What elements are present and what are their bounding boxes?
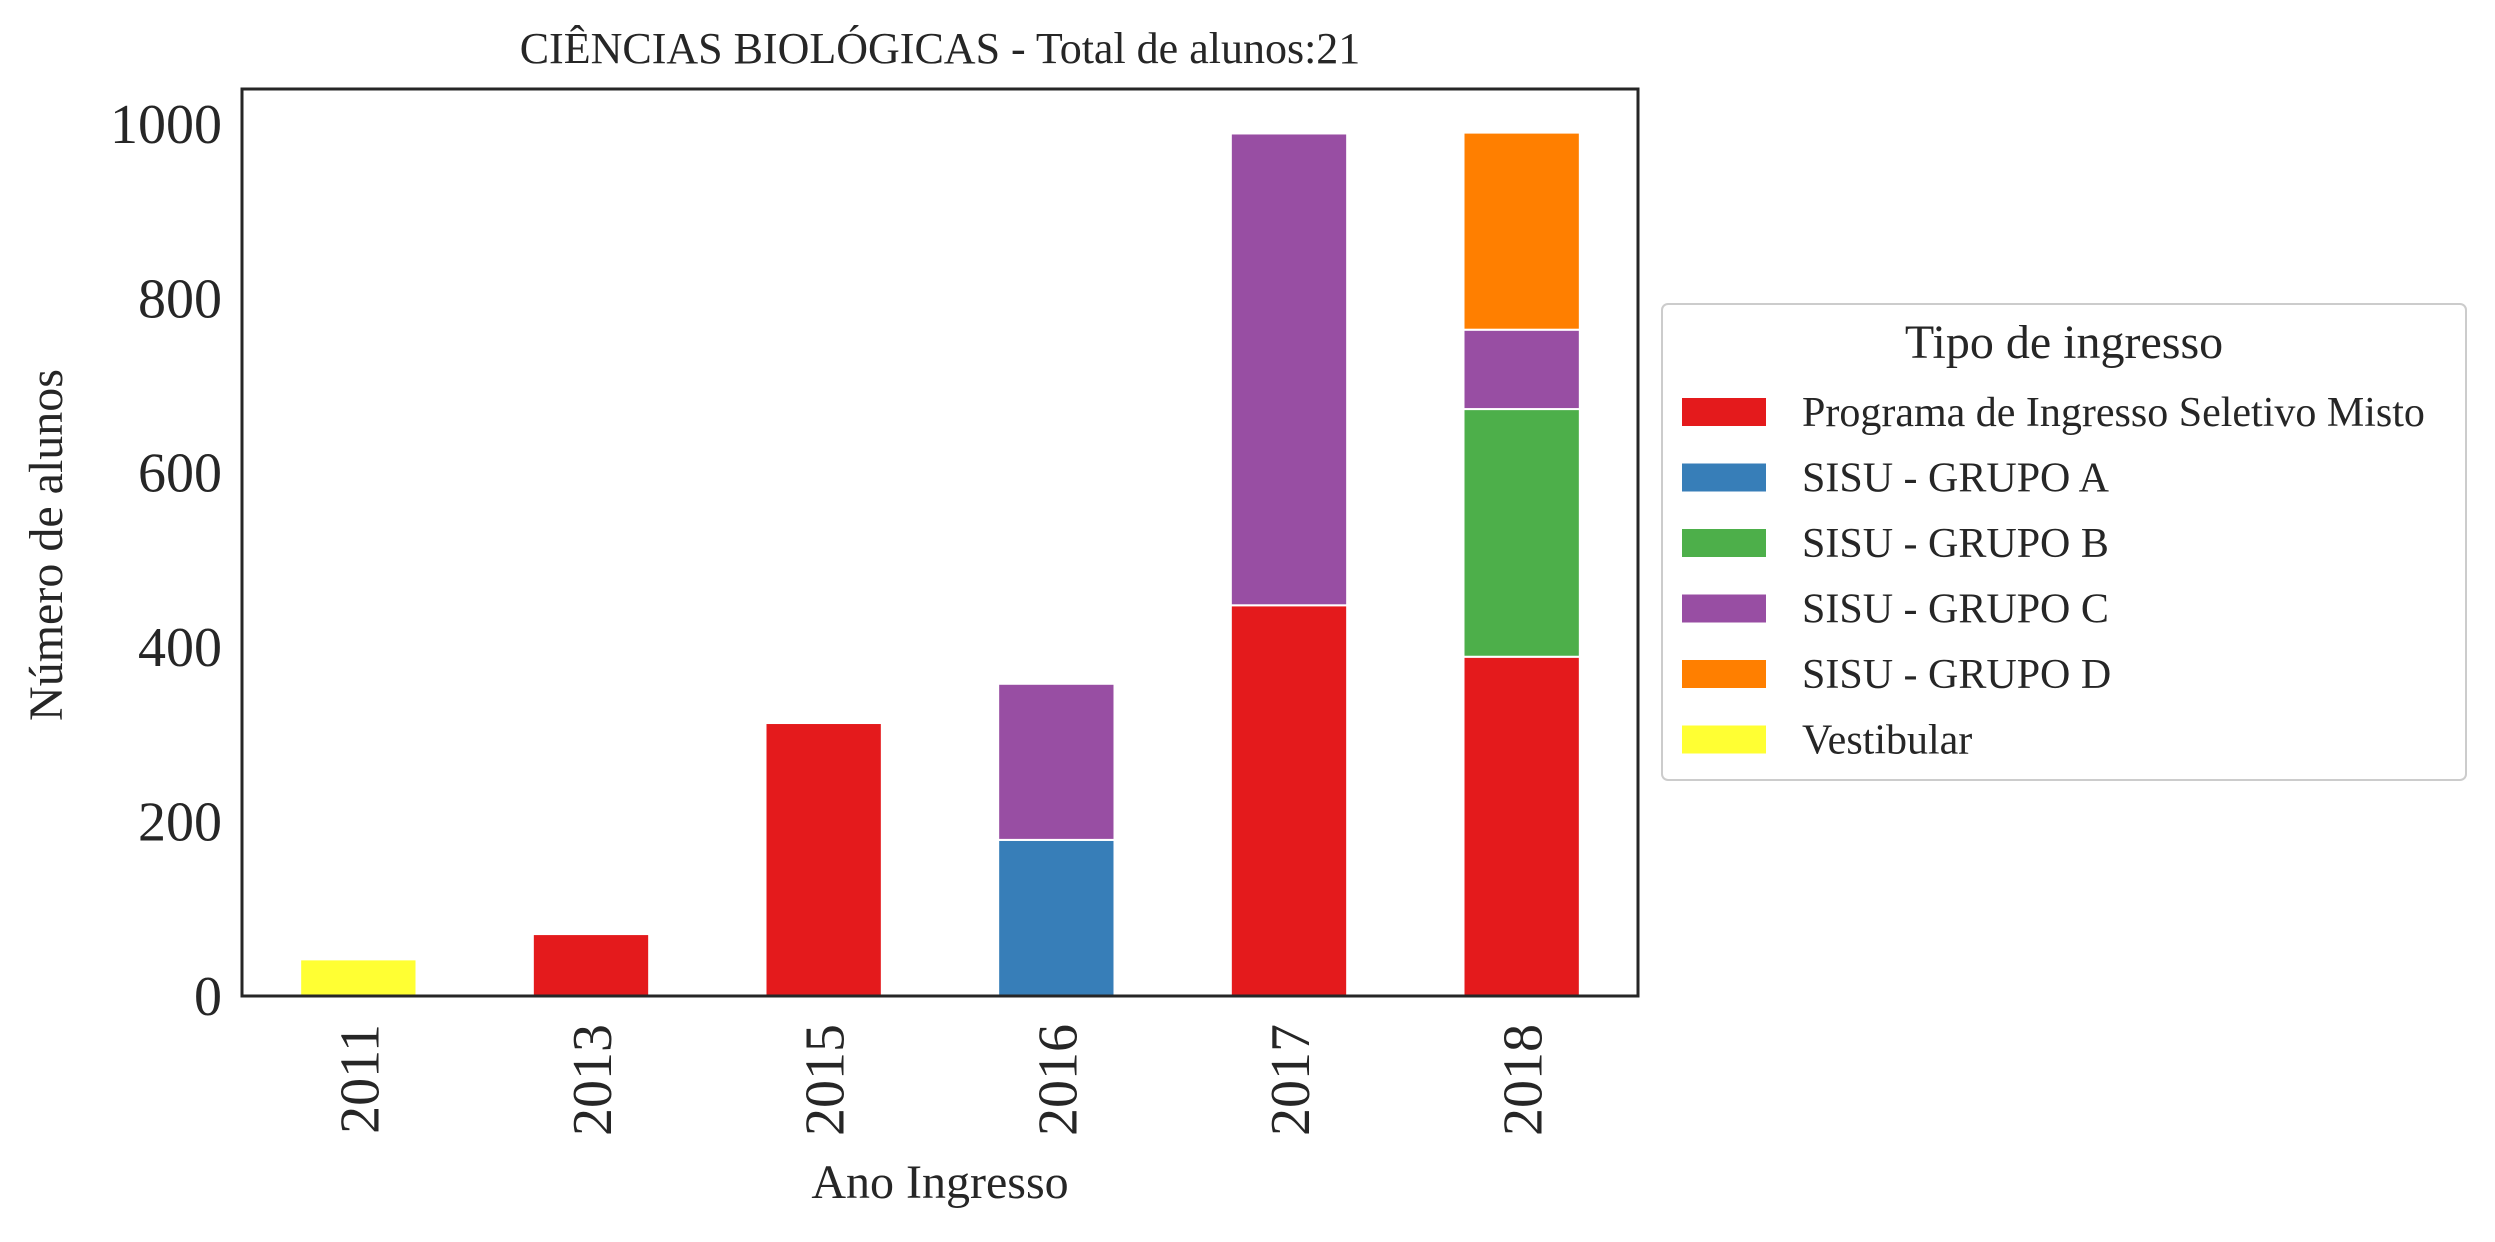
x-tick-label: 2013 bbox=[562, 1024, 624, 1136]
x-tick-label: 2011 bbox=[329, 1024, 391, 1134]
bars-layer bbox=[299, 131, 1581, 998]
bar-segment bbox=[531, 933, 651, 998]
legend-label: SISU - GRUPO D bbox=[1802, 652, 2111, 698]
bar-segment bbox=[1462, 328, 1581, 411]
x-tick-label: 2016 bbox=[1027, 1024, 1089, 1136]
bar-segment bbox=[1462, 131, 1581, 331]
bar-segment bbox=[1229, 604, 1349, 997]
legend: Tipo de ingresso Programa de Ingresso Sel… bbox=[1661, 303, 2467, 781]
bar-segment bbox=[1462, 655, 1581, 998]
legend-swatch bbox=[1682, 725, 1766, 754]
bar-segment bbox=[1229, 132, 1349, 607]
bar-segment bbox=[764, 722, 883, 997]
plot-frame bbox=[240, 87, 1640, 998]
legend-label: Vestibular bbox=[1802, 718, 1972, 764]
y-tick-label: 400 bbox=[138, 617, 222, 679]
y-tick-label: 200 bbox=[138, 792, 222, 854]
y-tick-label: 0 bbox=[194, 966, 222, 1028]
y-tick-label: 1000 bbox=[110, 94, 222, 156]
x-tick-label: 2018 bbox=[1493, 1024, 1555, 1136]
legend-swatch bbox=[1682, 594, 1766, 623]
legend-swatch bbox=[1682, 529, 1766, 557]
legend-label: SISU - GRUPO C bbox=[1802, 587, 2109, 633]
y-tick-label: 600 bbox=[138, 443, 222, 505]
legend-label: SISU - GRUPO B bbox=[1802, 521, 2109, 567]
ticks-layer: 0 200 400 600 800 1000 2011 2013 2015 2016 2017 201… bbox=[110, 94, 1555, 1136]
legend-label: Programa de Ingresso Seletivo Misto bbox=[1802, 390, 2425, 436]
legend-swatch bbox=[1682, 463, 1766, 492]
x-axis-label: Ano Ingresso bbox=[811, 1156, 1068, 1209]
legend-swatch bbox=[1682, 660, 1766, 688]
legend-swatch bbox=[1682, 398, 1766, 426]
legend-title: Tipo de ingresso bbox=[1905, 316, 2223, 369]
legend-label: SISU - GRUPO A bbox=[1802, 456, 2110, 502]
legend-box bbox=[1661, 303, 2467, 781]
bar-segment bbox=[299, 958, 418, 997]
bar-segment bbox=[997, 682, 1116, 841]
y-axis-label: Número de alunos bbox=[20, 369, 73, 721]
x-tick-label: 2017 bbox=[1260, 1024, 1322, 1136]
bar-segment bbox=[997, 838, 1116, 998]
chart-title: CIÊNCIAS BIOLÓGICAS - Total de alunos:21 bbox=[520, 24, 1361, 73]
x-tick-label: 2015 bbox=[795, 1024, 857, 1136]
bar-segment bbox=[1462, 408, 1581, 658]
y-tick-label: 800 bbox=[138, 268, 222, 330]
